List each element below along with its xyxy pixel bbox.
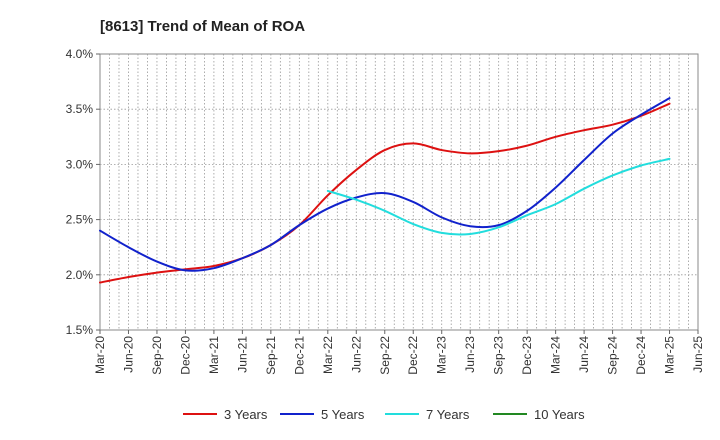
x-tick-label: Dec-23 bbox=[520, 336, 534, 375]
x-axis-ticks: Mar-20 Jun-20 Sep-20 Dec-20 Mar-21 Jun-21 Sep-… bbox=[93, 330, 705, 375]
grid bbox=[100, 54, 698, 330]
x-tick-label: Sep-24 bbox=[606, 336, 620, 375]
x-tick-label: Dec-22 bbox=[406, 336, 420, 375]
chart-title: [8613] Trend of Mean of ROA bbox=[100, 18, 305, 35]
series-lines bbox=[99, 97, 671, 284]
x-tick-label: Mar-22 bbox=[321, 336, 335, 374]
series-line-5-years bbox=[99, 97, 671, 272]
x-tick-label: Jun-25 bbox=[691, 336, 705, 373]
x-tick-label: Mar-20 bbox=[93, 336, 107, 374]
legend: 3 Years 5 Years 7 Years 10 Years bbox=[183, 407, 585, 422]
x-tick-label: Jun-20 bbox=[121, 336, 135, 373]
y-tick-label: 3.5% bbox=[66, 102, 94, 116]
y-tick-label: 1.5% bbox=[66, 323, 94, 337]
x-tick-label: Mar-25 bbox=[663, 336, 677, 374]
x-tick-label: Sep-20 bbox=[150, 336, 164, 375]
plot-area bbox=[99, 53, 699, 331]
x-tick-label: Mar-21 bbox=[207, 336, 221, 374]
legend-label-10-years: 10 Years bbox=[534, 407, 585, 422]
x-tick-label: Sep-22 bbox=[378, 336, 392, 375]
x-tick-label: Jun-21 bbox=[235, 336, 249, 373]
legend-label-3-years: 3 Years bbox=[224, 407, 268, 422]
y-tick-label: 3.0% bbox=[66, 157, 94, 171]
series-line-7-years bbox=[326, 157, 671, 236]
y-tick-label: 2.5% bbox=[66, 213, 94, 227]
y-tick-label: 4.0% bbox=[66, 47, 94, 61]
x-tick-label: Jun-22 bbox=[349, 336, 363, 373]
x-tick-label: Sep-23 bbox=[492, 336, 506, 375]
x-tick-label: Jun-23 bbox=[463, 336, 477, 373]
series-line-3-years bbox=[99, 102, 671, 284]
x-tick-label: Mar-24 bbox=[549, 336, 563, 374]
legend-label-7-years: 7 Years bbox=[426, 407, 470, 422]
x-tick-label: Sep-21 bbox=[264, 336, 278, 375]
y-tick-label: 2.0% bbox=[66, 268, 94, 282]
x-tick-label: Dec-21 bbox=[292, 336, 306, 375]
y-axis-ticks: 1.5% 2.0% 2.5% 3.0% 3.5% 4.0% bbox=[66, 47, 100, 337]
x-tick-label: Dec-24 bbox=[634, 336, 648, 375]
x-tick-label: Mar-23 bbox=[435, 336, 449, 374]
x-tick-label: Jun-24 bbox=[577, 336, 591, 373]
x-tick-label: Dec-20 bbox=[178, 336, 192, 375]
legend-label-5-years: 5 Years bbox=[321, 407, 365, 422]
